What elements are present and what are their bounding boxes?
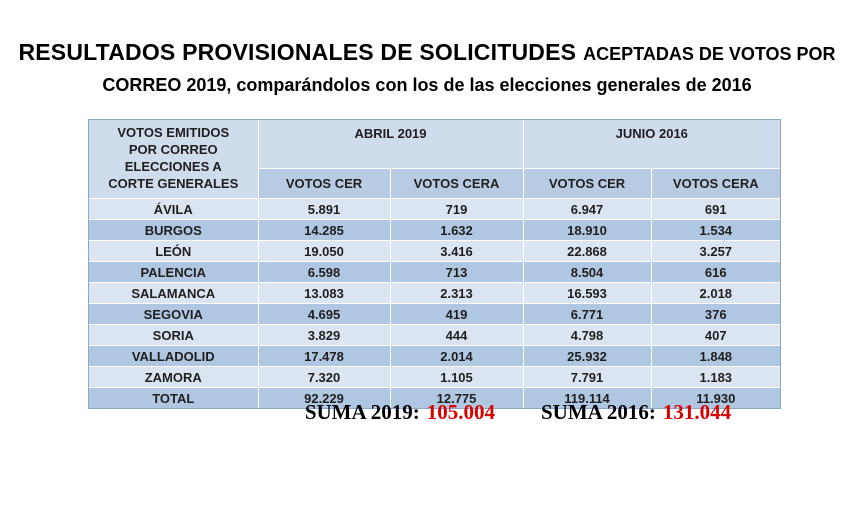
suma-2016-label: SUMA 2016: xyxy=(541,400,656,424)
province-cell: SALAMANCA xyxy=(89,282,259,304)
province-cell: ÁVILA xyxy=(89,198,259,220)
suma-2016: SUMA 2016: 131.044 xyxy=(541,400,731,425)
table-row-zamora: ZAMORA 7.320 1.105 7.791 1.183 xyxy=(89,366,781,388)
value-cell: 22.868 xyxy=(523,240,652,262)
table-row-palencia: PALENCIA 6.598 713 8.504 616 xyxy=(89,261,781,283)
suma-2019-label: SUMA 2019: xyxy=(304,400,420,424)
value-cell: 6.771 xyxy=(523,303,652,325)
value-cell: 14.285 xyxy=(258,219,391,241)
value-cell: 3.416 xyxy=(390,240,524,262)
title-continuation: ACEPTADAS DE VOTOS POR xyxy=(583,44,836,64)
value-cell: 2.014 xyxy=(390,345,524,367)
table-row-salamanca: SALAMANCA 13.083 2.313 16.593 2.018 xyxy=(89,282,781,304)
votes-table: VOTOS EMITIDOS POR CORREO ELECCIONES A C… xyxy=(89,120,781,408)
province-cell: LEÓN xyxy=(89,240,259,262)
province-cell: VALLADOLID xyxy=(89,345,259,367)
value-cell: 1.632 xyxy=(390,219,524,241)
value-cell: 4.695 xyxy=(258,303,391,325)
summary-line: SUMA 2019: 105.004 SUMA 2016: 131.044 xyxy=(257,400,779,425)
province-cell: BURGOS xyxy=(89,219,259,241)
value-cell: 3.257 xyxy=(651,240,781,262)
value-cell: 691 xyxy=(651,198,781,220)
total-value-cell: 119.114 xyxy=(523,387,652,408)
value-cell: 4.798 xyxy=(523,324,652,346)
value-cell: 616 xyxy=(651,261,781,283)
value-cell: 8.504 xyxy=(523,261,652,283)
value-cell: 6.598 xyxy=(258,261,391,283)
value-cell: 2.018 xyxy=(651,282,781,304)
value-cell: 19.050 xyxy=(258,240,391,262)
value-cell: 444 xyxy=(390,324,524,346)
group-header-junio-2016: JUNIO 2016 xyxy=(523,120,781,169)
value-cell: 6.947 xyxy=(523,198,652,220)
province-cell: SORIA xyxy=(89,324,259,346)
table-row-burgos: BURGOS 14.285 1.632 18.910 1.534 xyxy=(89,219,781,241)
total-value-cell: 92.229 xyxy=(258,387,391,408)
title-line-2: CORREO 2019, comparándolos con los de la… xyxy=(102,75,752,96)
table-row-leon: LEÓN 19.050 3.416 22.868 3.257 xyxy=(89,240,781,262)
table-row-valladolid: VALLADOLID 17.478 2.014 25.932 1.848 xyxy=(89,345,781,367)
value-cell: 376 xyxy=(651,303,781,325)
group-header-row: VOTOS EMITIDOS POR CORREO ELECCIONES A C… xyxy=(89,120,781,199)
value-cell: 17.478 xyxy=(258,345,391,367)
value-cell: 419 xyxy=(390,303,524,325)
votes-table-container: VOTOS EMITIDOS POR CORREO ELECCIONES A C… xyxy=(88,119,782,409)
value-cell: 719 xyxy=(390,198,524,220)
corner-header: VOTOS EMITIDOS POR CORREO ELECCIONES A C… xyxy=(89,120,259,199)
value-cell: 7.791 xyxy=(523,366,652,388)
value-cell: 1.848 xyxy=(651,345,781,367)
value-cell: 7.320 xyxy=(258,366,391,388)
province-cell: SEGOVIA xyxy=(89,303,259,325)
total-label-cell: TOTAL xyxy=(89,387,259,408)
group-header-abril-2019: ABRIL 2019 xyxy=(258,120,524,169)
value-cell: 25.932 xyxy=(523,345,652,367)
subheader-votos-cera-2016: VOTOS CERA xyxy=(651,168,781,199)
title-main: RESULTADOS PROVISIONALES DE SOLICITUDES xyxy=(18,39,577,65)
value-cell: 407 xyxy=(651,324,781,346)
value-cell: 5.891 xyxy=(258,198,391,220)
table-row-total: TOTAL 92.229 12.775 119.114 11.930 xyxy=(89,387,781,408)
province-cell: ZAMORA xyxy=(89,366,259,388)
suma-2019: SUMA 2019: 105.004 xyxy=(305,400,495,425)
suma-2016-value: 131.044 xyxy=(662,400,732,424)
value-cell: 1.183 xyxy=(651,366,781,388)
table-row-segovia: SEGOVIA 4.695 419 6.771 376 xyxy=(89,303,781,325)
page-title: RESULTADOS PROVISIONALES DE SOLICITUDES A… xyxy=(0,0,854,98)
value-cell: 13.083 xyxy=(258,282,391,304)
value-cell: 16.593 xyxy=(523,282,652,304)
total-value-cell: 11.930 xyxy=(651,387,781,408)
value-cell: 18.910 xyxy=(523,219,652,241)
total-value-cell: 12.775 xyxy=(390,387,524,408)
subheader-votos-cera-2019: VOTOS CERA xyxy=(390,168,524,199)
subheader-votos-cer-2016: VOTOS CER xyxy=(523,168,652,199)
value-cell: 3.829 xyxy=(258,324,391,346)
table-row-avila: ÁVILA 5.891 719 6.947 691 xyxy=(89,198,781,220)
sub-header-row: VOTOS CER VOTOS CERA VOTOS CER VOTOS CER… xyxy=(89,168,781,199)
value-cell: 1.105 xyxy=(390,366,524,388)
value-cell: 1.534 xyxy=(651,219,781,241)
value-cell: 2.313 xyxy=(390,282,524,304)
suma-2019-value: 105.004 xyxy=(426,400,495,424)
title-line-1: RESULTADOS PROVISIONALES DE SOLICITUDES A… xyxy=(0,36,854,69)
province-cell: PALENCIA xyxy=(89,261,259,283)
value-cell: 713 xyxy=(390,261,524,283)
table-row-soria: SORIA 3.829 444 4.798 407 xyxy=(89,324,781,346)
subheader-votos-cer-2019: VOTOS CER xyxy=(258,168,391,199)
